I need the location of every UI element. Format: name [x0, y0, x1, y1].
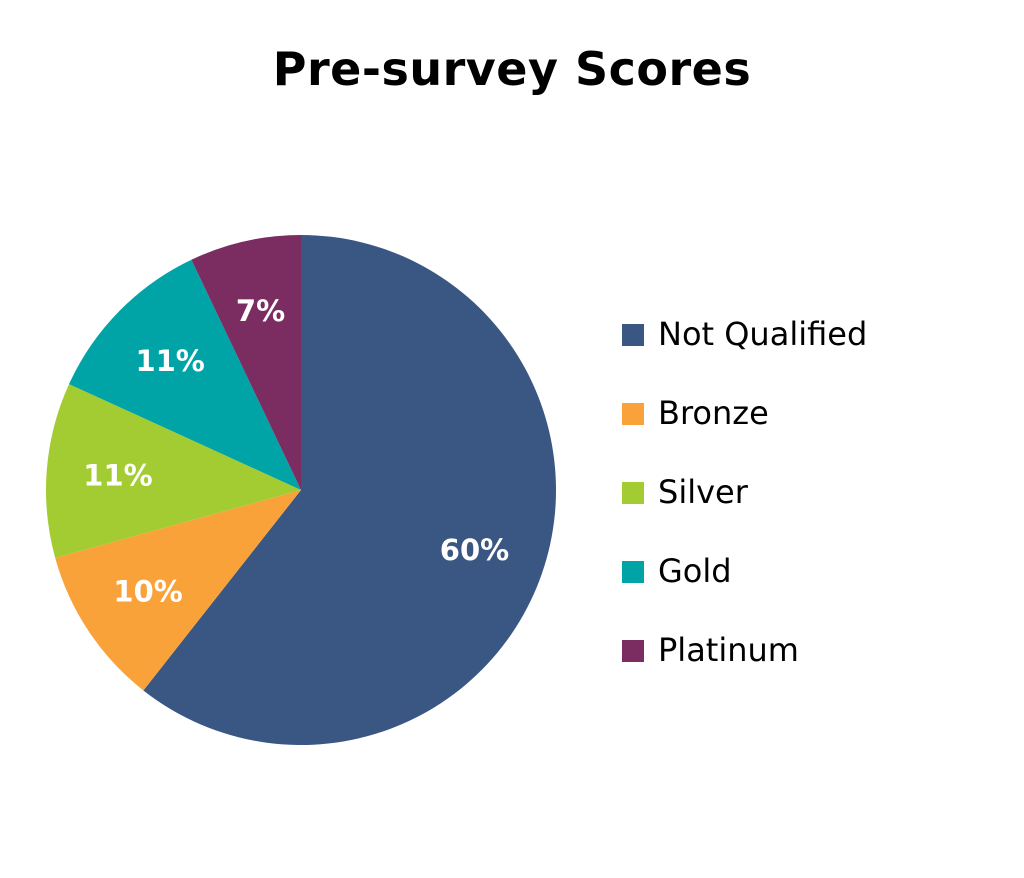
slice-label-not-qualified: 60% — [440, 533, 509, 567]
pie-slice-bronze — [55, 490, 302, 691]
legend-label-bronze: Bronze — [658, 394, 769, 432]
slice-label-bronze: 10% — [113, 575, 182, 609]
chart-title: Pre-survey Scores — [272, 42, 752, 96]
legend-swatch-not-qualified — [622, 324, 644, 346]
legend-item-silver: Silver — [622, 470, 867, 549]
slice-label-gold: 11% — [135, 344, 204, 378]
legend-item-not-qualified: Not Qualified — [622, 312, 867, 391]
pie-slices — [46, 235, 557, 745]
legend-item-platinum: Platinum — [622, 628, 867, 707]
legend-swatch-silver — [622, 482, 644, 504]
pie-slice-platinum — [191, 235, 301, 490]
legend-swatch-platinum — [622, 640, 644, 662]
legend-label-silver: Silver — [658, 473, 748, 511]
legend-swatch-gold — [622, 561, 644, 583]
pie-slice-gold — [69, 259, 301, 490]
legend-item-bronze: Bronze — [622, 391, 867, 470]
legend-label-platinum: Platinum — [658, 631, 799, 669]
legend-label-gold: Gold — [658, 552, 732, 590]
pie-slice-labels: 60% 10% 11% 11% 7% — [83, 294, 509, 609]
slice-label-silver: 11% — [83, 458, 152, 492]
legend: Not Qualified Bronze Silver Gold Platinum — [622, 312, 867, 707]
legend-swatch-bronze — [622, 403, 644, 425]
legend-label-not-qualified: Not Qualified — [658, 315, 868, 353]
legend-item-gold: Gold — [622, 549, 867, 628]
slice-label-platinum: 7% — [236, 294, 285, 328]
pie-slice-not-qualified — [143, 235, 557, 745]
pie-slice-silver — [46, 384, 302, 558]
